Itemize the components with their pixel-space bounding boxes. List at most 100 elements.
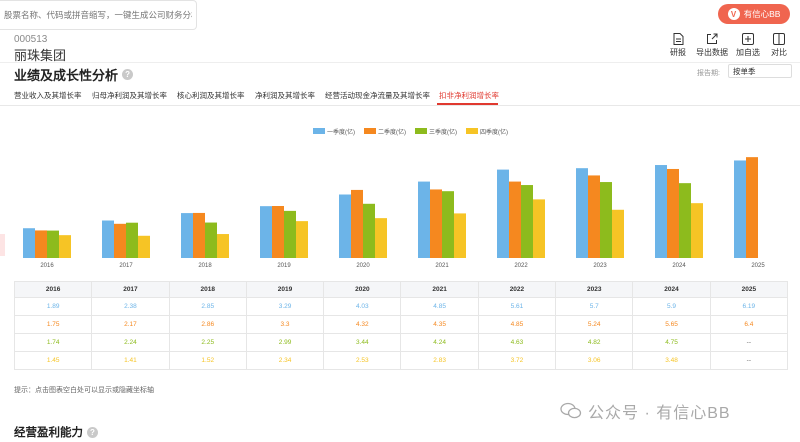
table-cell: 2.53 [323, 351, 402, 370]
bar-2019-q3[interactable] [284, 210, 296, 258]
table-cell: 1.41 [91, 351, 170, 370]
table-cell: 4.63 [477, 333, 557, 352]
bar-2016-q2[interactable] [35, 230, 47, 258]
bar-2023-q2[interactable] [588, 175, 600, 258]
table-cell: 4.85 [477, 315, 557, 334]
research-report-button[interactable]: 研报 [663, 33, 693, 58]
bar-2018-q2[interactable] [193, 212, 205, 258]
legend-item-q1[interactable]: 一季度(亿) [313, 126, 355, 136]
tab-net-profit[interactable]: 净利润及其增长率 [255, 91, 315, 100]
section-title-text: 业绩及成长性分析 [14, 68, 119, 83]
x-tick-label: 2019 [277, 263, 291, 269]
table-header-cell: 2020 [323, 281, 402, 298]
table-header-cell: 2016 [13, 281, 93, 298]
bar-2021-q2[interactable] [430, 189, 442, 258]
bar-2022-q4[interactable] [533, 199, 545, 258]
bar-chart[interactable]: 2016 2017 2018 2019 2020 2021 2022 2023 2024 2025 [0, 140, 800, 272]
table-row: 1.89 2.38 2.85 3.29 4.03 4.85 5.61 5.7 5.9 6.19 [13, 297, 789, 316]
export-data-button[interactable]: 导出数据 [695, 33, 729, 58]
bar-2020-q3[interactable] [363, 203, 375, 258]
table-cell: -- [709, 333, 789, 352]
legend-item-q4[interactable]: 四季度(亿) [466, 126, 508, 136]
bar-2020-q4[interactable] [375, 218, 387, 258]
legend-item-q3[interactable]: 三季度(亿) [415, 126, 457, 136]
bar-2016-q3[interactable] [47, 230, 59, 258]
metric-tabs: 营业收入及其增长率 归母净利润及其增长率 核心利润及其增长率 净利润及其增长率 … [0, 87, 800, 106]
table-cell: 4.03 [323, 297, 402, 316]
table-header-cell: 2024 [632, 281, 711, 298]
compare-button[interactable]: 对比 [764, 33, 794, 58]
bar-2024-q4[interactable] [691, 203, 703, 258]
bar-2022-q2[interactable] [509, 181, 521, 258]
bar-2025-q1[interactable] [734, 160, 746, 258]
bar-2018-q1[interactable] [181, 213, 193, 258]
bar-2019-q1[interactable] [260, 206, 272, 258]
x-tick-label: 2025 [751, 263, 765, 269]
bar-2022-q3[interactable] [521, 185, 533, 258]
bar-2021-q1[interactable] [418, 181, 430, 258]
section-title: 业绩及成长性分析 ? [14, 65, 134, 84]
bar-2022-q1[interactable] [497, 169, 509, 258]
bar-2018-q3[interactable] [205, 222, 217, 258]
x-tick-label: 2017 [119, 263, 133, 269]
bar-2017-q2[interactable] [114, 223, 126, 258]
bar-2024-q1[interactable] [655, 165, 667, 258]
compare-icon [773, 33, 785, 45]
tab-parent-net-profit[interactable]: 归母净利润及其增长率 [92, 91, 167, 100]
table-cell: 5.7 [555, 297, 634, 316]
search-box[interactable] [0, 0, 197, 30]
bar-2023-q4[interactable] [612, 209, 624, 258]
table-cell: 3.3 [245, 315, 325, 334]
bar-2020-q2[interactable] [351, 189, 363, 258]
table-header-row: 2016 2017 2018 2019 2020 2021 2022 2023 2024 2025 [13, 281, 789, 298]
bar-2024-q3[interactable] [679, 183, 691, 258]
bar-2017-q3[interactable] [126, 222, 138, 258]
legend-item-q2[interactable]: 二季度(亿) [364, 126, 406, 136]
period-label: 报告期: [697, 70, 720, 77]
table-header-cell: 2023 [555, 281, 634, 298]
chart-legend: 一季度(亿) 二季度(亿) 三季度(亿) 四季度(亿) [313, 126, 508, 136]
bar-2017-q4[interactable] [138, 235, 150, 258]
bar-2021-q4[interactable] [454, 213, 466, 258]
export-icon [707, 33, 718, 44]
tab-operating-cash-flow[interactable]: 经营活动现金净流量及其增长率 [325, 91, 430, 100]
bar-2024-q2[interactable] [667, 168, 679, 258]
search-input[interactable] [4, 7, 192, 23]
bar-2017-q1[interactable] [102, 220, 114, 258]
table-cell: 2.83 [400, 351, 479, 370]
stock-code: 000513 [14, 34, 48, 45]
table-cell: 2.25 [168, 333, 247, 352]
table-cell: 4.85 [400, 297, 479, 316]
bar-2025-q2[interactable] [746, 157, 758, 258]
toolbar-label: 加自选 [736, 48, 760, 57]
period-select[interactable]: 按单季 [728, 64, 792, 78]
bar-2018-q4[interactable] [217, 234, 229, 258]
bar-2016-q1[interactable] [23, 228, 35, 258]
bar-2019-q2[interactable] [272, 206, 284, 258]
help-icon[interactable]: ? [87, 426, 98, 438]
active-tab-indicator [437, 103, 498, 105]
chart-hint: 提示：点击图表空白处可以显示或隐藏坐标轴 [14, 387, 154, 394]
table-header-cell: 2018 [168, 281, 247, 298]
table-cell: 1.75 [13, 315, 93, 334]
tab-core-profit[interactable]: 核心利润及其增长率 [177, 91, 245, 100]
bar-2020-q1[interactable] [339, 194, 351, 258]
tab-deducted-net-profit[interactable]: 扣非净利润增长率 [439, 91, 499, 100]
add-watchlist-button[interactable]: 加自选 [733, 33, 763, 58]
bar-2023-q1[interactable] [576, 168, 588, 258]
side-tab[interactable] [0, 234, 5, 256]
bar-2021-q3[interactable] [442, 191, 454, 258]
section-title-profitability: 经营盈利能力 ? [14, 424, 98, 440]
table-cell: 5.65 [632, 315, 711, 334]
tab-revenue[interactable]: 营业收入及其增长率 [14, 91, 82, 100]
vip-icon: V [727, 8, 740, 20]
bar-2019-q4[interactable] [296, 221, 308, 258]
table-cell: 5.9 [632, 297, 711, 316]
bar-2023-q3[interactable] [600, 182, 612, 258]
vip-button[interactable]: V 有信心BB [718, 4, 790, 24]
help-icon[interactable]: ? [122, 69, 134, 80]
table-cell: 1.74 [13, 333, 93, 352]
table-header-cell: 2022 [477, 281, 557, 298]
bar-2016-q4[interactable] [59, 235, 71, 258]
table-cell: 4.35 [400, 315, 479, 334]
